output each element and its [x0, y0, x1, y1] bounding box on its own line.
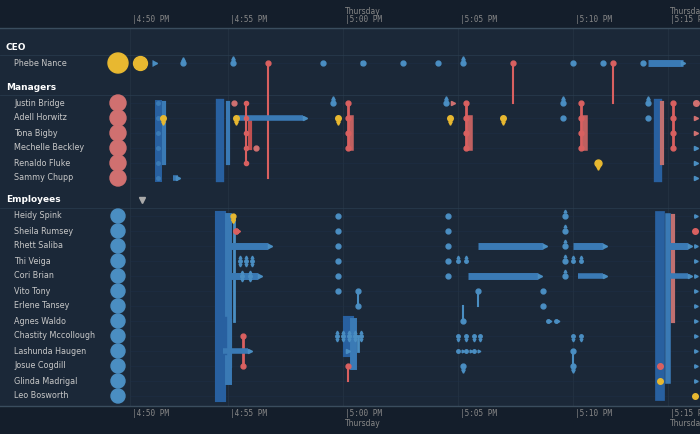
Text: Glinda Madrigal: Glinda Madrigal: [14, 377, 78, 385]
Text: Lashunda Haugen: Lashunda Haugen: [14, 346, 86, 355]
Text: |5:00 PM: |5:00 PM: [345, 410, 382, 418]
Text: Rhett Saliba: Rhett Saliba: [14, 241, 63, 250]
Circle shape: [110, 140, 126, 156]
Circle shape: [111, 329, 125, 343]
Text: |5:10 PM: |5:10 PM: [575, 410, 612, 418]
Text: |5:05 PM: |5:05 PM: [460, 410, 497, 418]
Circle shape: [110, 125, 126, 141]
Text: Thursday: Thursday: [345, 419, 381, 428]
Circle shape: [110, 95, 126, 111]
Circle shape: [111, 299, 125, 313]
Text: Thursday: Thursday: [345, 7, 381, 16]
Text: Tona Bigby: Tona Bigby: [14, 128, 57, 138]
Circle shape: [108, 53, 128, 73]
Text: Adell Horwitz: Adell Horwitz: [14, 114, 67, 122]
Text: CEO: CEO: [6, 43, 27, 52]
Circle shape: [111, 344, 125, 358]
Circle shape: [111, 254, 125, 268]
Circle shape: [111, 314, 125, 328]
Bar: [0, 406, 700, 434]
Text: |5:15 PM: |5:15 PM: [670, 16, 700, 24]
Circle shape: [111, 359, 125, 373]
Text: Phebe Nance: Phebe Nance: [14, 59, 66, 68]
Text: Cori Brian: Cori Brian: [14, 272, 54, 280]
Text: Renaldo Fluke: Renaldo Fluke: [14, 158, 70, 168]
Text: Sammy Chupp: Sammy Chupp: [14, 174, 74, 183]
Text: Leo Bosworth: Leo Bosworth: [14, 391, 69, 401]
Text: Josue Cogdill: Josue Cogdill: [14, 362, 66, 371]
Bar: [0, 28, 130, 406]
Circle shape: [111, 269, 125, 283]
Circle shape: [111, 389, 125, 403]
Circle shape: [111, 374, 125, 388]
Text: |5:15 PM: |5:15 PM: [670, 410, 700, 418]
Text: |4:55 PM: |4:55 PM: [230, 410, 267, 418]
Text: Heidy Spink: Heidy Spink: [14, 211, 62, 220]
Text: Vito Tony: Vito Tony: [14, 286, 50, 296]
Text: |4:55 PM: |4:55 PM: [230, 16, 267, 24]
Text: Sheila Rumsey: Sheila Rumsey: [14, 227, 73, 236]
Circle shape: [111, 239, 125, 253]
Circle shape: [110, 170, 126, 186]
Text: Thursday: Thursday: [670, 419, 700, 428]
Circle shape: [111, 224, 125, 238]
Circle shape: [110, 110, 126, 126]
Text: |5:10 PM: |5:10 PM: [575, 16, 612, 24]
Text: Managers: Managers: [6, 82, 56, 92]
Circle shape: [110, 155, 126, 171]
Text: Thi Veiga: Thi Veiga: [14, 256, 50, 266]
Text: Erlene Tansey: Erlene Tansey: [14, 302, 69, 310]
Text: Agnes Waldo: Agnes Waldo: [14, 316, 66, 326]
Text: Justin Bridge: Justin Bridge: [14, 99, 64, 108]
Text: |4:50 PM: |4:50 PM: [132, 16, 169, 24]
Text: Employees: Employees: [6, 195, 61, 204]
Text: Mechelle Beckley: Mechelle Beckley: [14, 144, 84, 152]
Text: |5:00 PM: |5:00 PM: [345, 16, 382, 24]
Circle shape: [111, 284, 125, 298]
Bar: [0, 0, 700, 28]
Circle shape: [111, 209, 125, 223]
Text: |4:50 PM: |4:50 PM: [132, 410, 169, 418]
Text: |5:05 PM: |5:05 PM: [460, 16, 497, 24]
Text: Chastity Mccollough: Chastity Mccollough: [14, 332, 95, 341]
Text: Thursday: Thursday: [670, 7, 700, 16]
